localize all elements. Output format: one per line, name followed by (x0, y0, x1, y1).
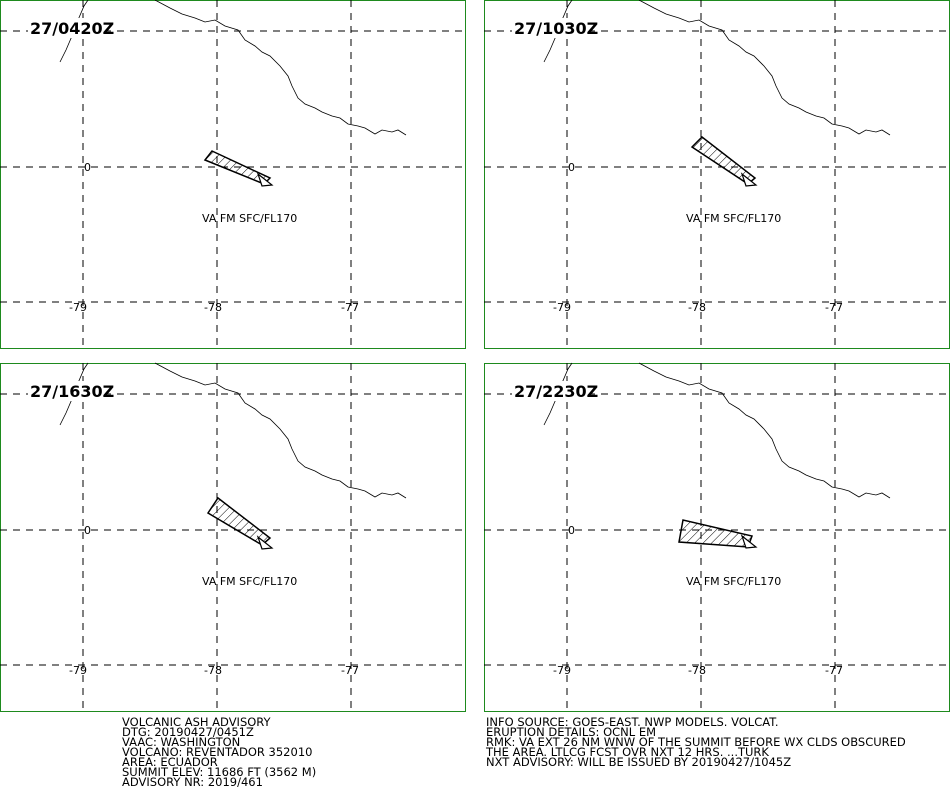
map-panel: 27/1630Z 0 -79 -78 -77 VA FM SFC/FL170 (0, 362, 466, 712)
ash-label: VA FM SFC/FL170 (202, 575, 297, 588)
coastline (154, 362, 407, 499)
advisory-line: INFO SOURCE: GOES-EAST. NWP MODELS. VOLC… (486, 715, 779, 729)
advisory-line: DTG: 20190427/0451Z (122, 725, 254, 739)
coastline (638, 0, 891, 136)
lon-label: -78 (204, 664, 222, 677)
ash-area (206, 496, 272, 546)
advisory-line: VAAC: WASHINGTON (122, 735, 240, 749)
advisory-line: NXT ADVISORY: WILL BE ISSUED BY 20190427… (486, 755, 791, 769)
time-bg (28, 18, 106, 38)
map-panel: 27/0420Z 0 -79 -78 -77 VA FM SFC/FL170 (0, 0, 466, 349)
lon-label: -79 (553, 301, 571, 314)
panel-border (0, 363, 466, 712)
panel-border (0, 0, 466, 349)
advisory-line: AREA: ECUADOR (122, 755, 218, 769)
lon-label: -78 (688, 664, 706, 677)
coastline (154, 0, 407, 136)
forecast-time: 27/1630Z (30, 382, 114, 401)
advisory-line: SUMMIT ELEV: 11686 FT (3562 M) (122, 765, 316, 779)
volcano-marker (740, 534, 758, 549)
ash-area (203, 150, 272, 185)
ash-label: VA FM SFC/FL170 (686, 575, 781, 588)
ash-area (690, 136, 757, 185)
lon-label: -78 (204, 301, 222, 314)
advisory-line: VOLCANIC ASH ADVISORY (122, 715, 272, 729)
lon-label: -77 (825, 664, 843, 677)
lon-label: -79 (553, 664, 571, 677)
volcano-marker (256, 172, 274, 187)
time-bg (28, 381, 106, 401)
forecast-time: 27/0420Z (30, 19, 114, 38)
panel-border (484, 0, 950, 349)
forecast-time: 27/2230Z (514, 382, 598, 401)
lat-label: 0 (84, 524, 91, 537)
volcano-marker (256, 535, 274, 550)
advisory-line: ERUPTION DETAILS: OCNL EM (486, 725, 656, 739)
lon-label: -79 (69, 301, 87, 314)
advisory-line: RMK: VA EXT 26 NM WNW OF THE SUMMIT BEFO… (486, 735, 906, 749)
lat-label: 0 (568, 524, 575, 537)
lon-label: -77 (825, 301, 843, 314)
time-bg (512, 381, 590, 401)
lat-label: 0 (84, 161, 91, 174)
advisory-line: ADVISORY NR: 2019/461 (122, 775, 263, 789)
advisory-line: VOLCANO: REVENTADOR 352010 (122, 745, 312, 759)
lon-label: -77 (341, 664, 359, 677)
ash-area (678, 519, 753, 548)
map-panel: 27/1030Z 0 -79 -78 -77 VA FM SFC/FL170 (484, 0, 950, 349)
forecast-time: 27/1030Z (514, 19, 598, 38)
lon-label: -78 (688, 301, 706, 314)
lon-label: -79 (69, 664, 87, 677)
ash-label: VA FM SFC/FL170 (686, 212, 781, 225)
volcano-marker (740, 172, 758, 187)
advisory-line: THE AREA. LTLCG FCST OVR NXT 12 HRS. ...… (485, 745, 769, 759)
lat-label: 0 (568, 161, 575, 174)
coastline (638, 362, 891, 499)
map-panel: 27/2230Z 0 -79 -78 -77 VA FM SFC/FL170 (484, 362, 950, 712)
time-bg (512, 18, 590, 38)
lon-label: -77 (341, 301, 359, 314)
ash-label: VA FM SFC/FL170 (202, 212, 297, 225)
